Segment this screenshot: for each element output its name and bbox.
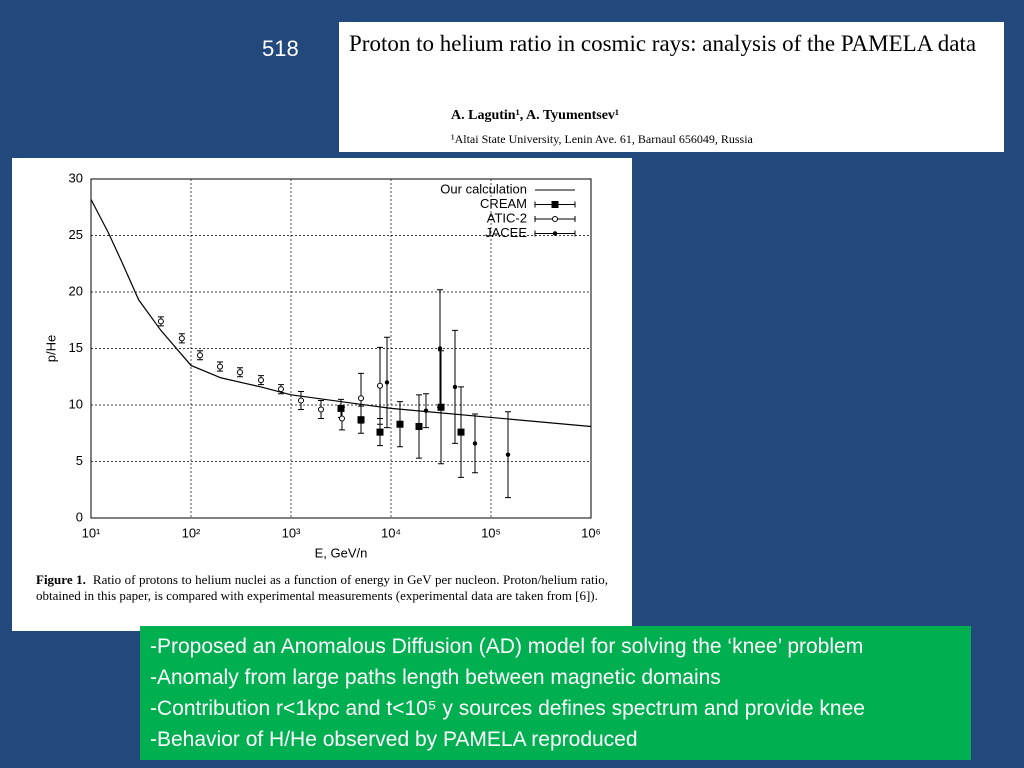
marker: [472, 441, 478, 446]
marker: [437, 346, 443, 351]
x-tick-label: 10⁵: [481, 525, 501, 540]
marker: [277, 386, 284, 393]
legend-marker: [551, 201, 559, 208]
marker: [505, 452, 511, 457]
caption-label: Figure 1.: [36, 572, 86, 587]
marker: [337, 404, 345, 412]
legend-label: ATIC-2: [487, 210, 527, 225]
bullet: -Proposed an Anomalous Diffusion (AD) mo…: [150, 635, 864, 658]
bullet-box: -Proposed an Anomalous Diffusion (AD) mo…: [140, 626, 971, 760]
marker: [298, 397, 305, 404]
y-axis-label: p/He: [43, 335, 58, 362]
y-tick-label: 10: [69, 396, 83, 411]
marker: [157, 318, 164, 325]
bullet: -Anomaly from large paths length between…: [150, 666, 721, 689]
x-tick-label: 10³: [282, 525, 301, 540]
y-tick-label: 20: [69, 283, 83, 298]
marker: [257, 377, 264, 384]
legend-label: JACEE: [485, 225, 527, 240]
marker: [423, 408, 429, 413]
marker: [358, 395, 365, 402]
paper-header: Proton to helium ratio in cosmic rays: a…: [339, 22, 1004, 152]
marker: [178, 335, 185, 342]
x-tick-label: 10⁴: [381, 525, 401, 540]
y-tick-label: 0: [76, 509, 83, 524]
marker: [339, 415, 346, 422]
bullet: -Behavior of H/He observed by PAMELA rep…: [150, 728, 638, 751]
marker: [384, 380, 390, 385]
y-tick-label: 5: [76, 453, 83, 468]
legend-marker: [552, 216, 558, 222]
calc-line: [90, 199, 592, 428]
page-number: 518: [262, 36, 299, 61]
caption: Figure 1. Ratio of protons to helium nuc…: [36, 572, 608, 604]
marker: [196, 352, 203, 359]
x-axis-label: E, GeV/n: [315, 545, 368, 560]
marker: [317, 406, 324, 413]
marker: [415, 422, 423, 430]
bullet: -Contribution r<1kpc and t<10⁵ y sources…: [150, 697, 865, 720]
marker: [396, 420, 404, 428]
x-tick-label: 10⁶: [581, 525, 601, 540]
legend-marker: [552, 231, 558, 236]
marker: [236, 369, 243, 376]
marker: [217, 363, 224, 370]
paper-authors: A. Lagutin¹, A. Tyumentsev¹: [451, 108, 620, 123]
x-tick-label: 10²: [182, 525, 201, 540]
chart: 0 5 10 15 20 25 30 10¹ 10² 10³ 10⁴ 10⁵ 10⁶ E, GeV/n p/…: [43, 170, 601, 560]
figure: 0 5 10 15 20 25 30 10¹ 10² 10³ 10⁴ 10⁵ 10⁶ E, GeV/n p/…: [12, 158, 632, 631]
marker: [376, 428, 384, 436]
paper-title: Proton to helium ratio in cosmic rays: a…: [349, 31, 977, 56]
marker: [376, 382, 383, 389]
marker: [452, 384, 458, 390]
legend-label: CREAM: [480, 196, 527, 211]
legend-label: Our calculation: [440, 181, 527, 196]
y-tick-label: 15: [69, 340, 83, 355]
y-tick-label: 30: [69, 170, 83, 185]
paper-affiliation: ¹Altai State University, Lenin Ave. 61, …: [451, 132, 753, 146]
caption-text: Ratio of protons to helium nuclei as a f…: [36, 572, 608, 603]
marker: [457, 428, 465, 436]
plot-frame: [90, 178, 592, 519]
x-tick-label: 10¹: [82, 525, 101, 540]
y-tick-label: 25: [69, 227, 83, 242]
